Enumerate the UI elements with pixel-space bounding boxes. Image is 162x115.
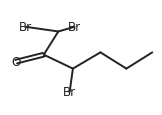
Text: Br: Br	[68, 21, 81, 34]
Text: O: O	[12, 56, 21, 69]
Text: Br: Br	[19, 21, 33, 34]
Text: Br: Br	[63, 86, 76, 98]
